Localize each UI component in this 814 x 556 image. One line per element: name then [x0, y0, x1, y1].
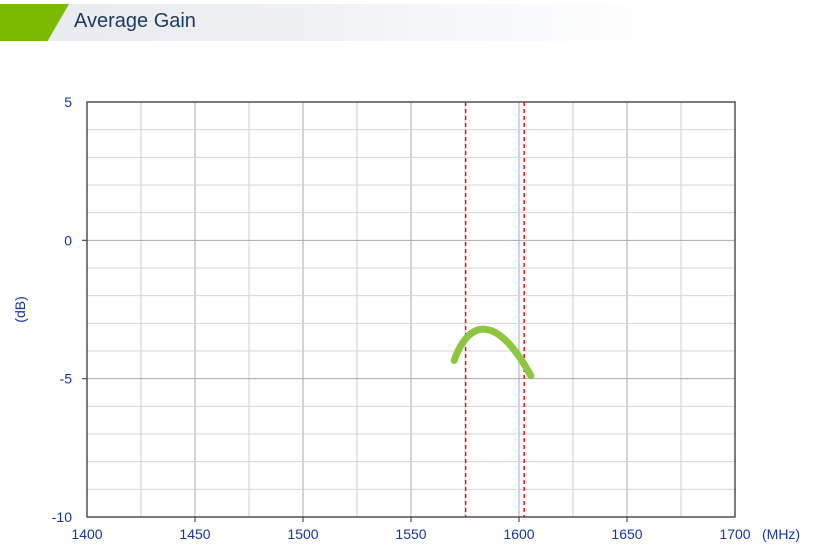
svg-text:1600: 1600: [503, 526, 534, 542]
svg-text:1500: 1500: [287, 526, 318, 542]
svg-text:1450: 1450: [179, 526, 210, 542]
svg-text:-10: -10: [52, 509, 72, 525]
svg-text:(dB): (dB): [12, 296, 28, 322]
svg-text:-5: -5: [60, 371, 73, 387]
svg-text:1650: 1650: [611, 526, 642, 542]
svg-text:0: 0: [64, 232, 72, 248]
svg-text:(MHz): (MHz): [762, 526, 800, 542]
svg-text:1700: 1700: [719, 526, 750, 542]
svg-text:5: 5: [64, 94, 72, 110]
svg-text:1400: 1400: [71, 526, 102, 542]
svg-text:1550: 1550: [395, 526, 426, 542]
